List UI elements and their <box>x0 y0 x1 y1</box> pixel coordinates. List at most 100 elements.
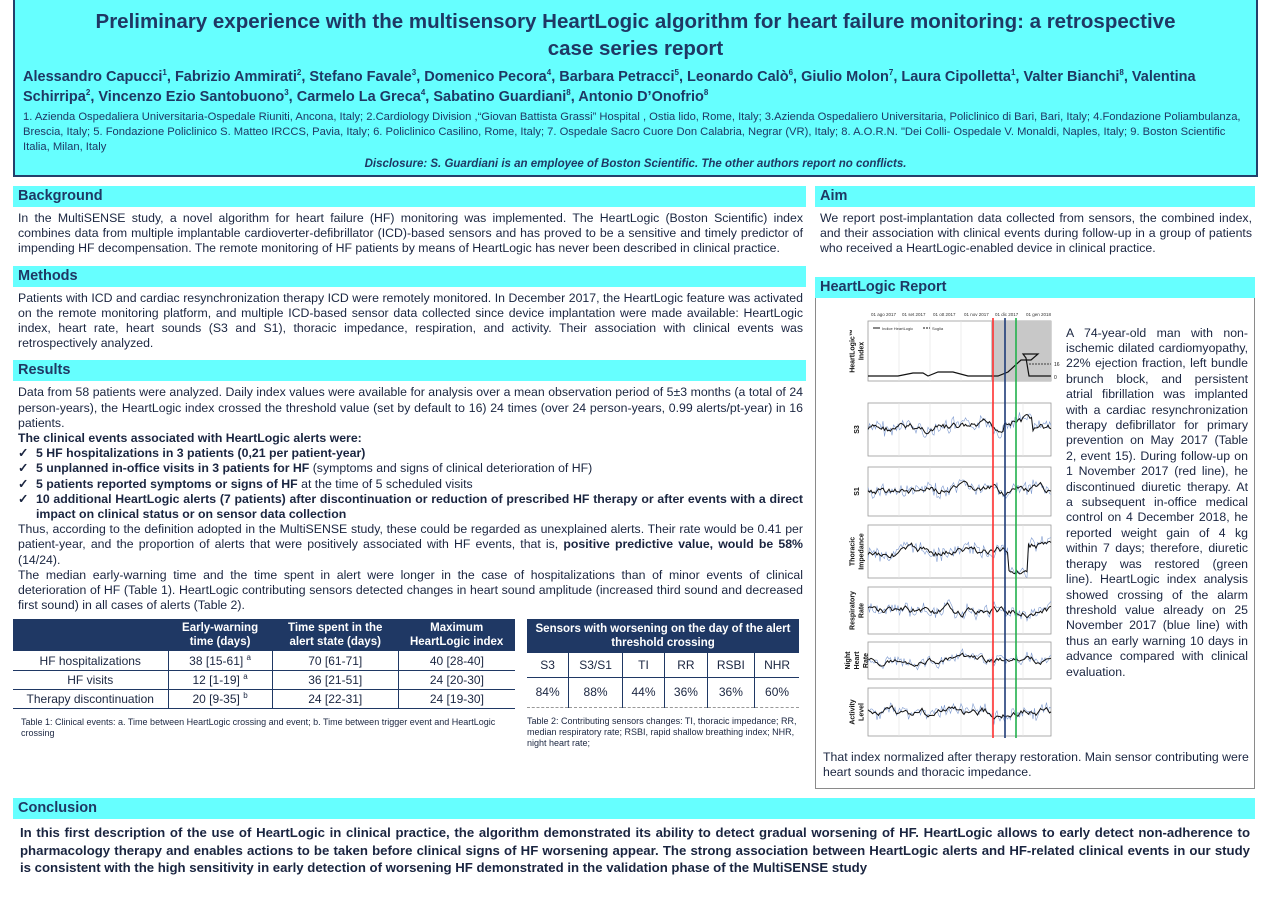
table-row: Therapy discontinuation 20 [9-35] b 24 [22… <box>13 689 515 709</box>
table2-col: RSBI <box>706 653 755 678</box>
list-item: 10 additional HeartLogic alerts (7 patie… <box>18 492 803 522</box>
results-heading: Results <box>13 360 806 382</box>
conclusion-text: In this first description of the use of … <box>20 825 1250 876</box>
sensor-trend-line <box>867 601 1052 619</box>
author: Alessandro Capucci1 <box>23 68 167 85</box>
panel-label: Thoracic Impedance <box>850 533 866 570</box>
author: Laura Cipolletta1 <box>901 68 1016 85</box>
list-item: 5 patients reported symptoms or signs of… <box>18 477 803 492</box>
conclusion-section: Conclusion In this first description of … <box>13 798 1255 877</box>
author: Valentina Schirripa2 <box>23 69 1196 105</box>
results-p2: The clinical events associated with Hear… <box>18 431 362 446</box>
legend-label: Soglia <box>932 326 944 331</box>
table2-block: Sensors with worsening on the day of the… <box>527 619 806 749</box>
sensor-raw-line <box>867 535 1052 578</box>
author: Valter Bianchi8 <box>1023 68 1124 85</box>
table-cell: Therapy discontinuation <box>13 689 168 709</box>
list-item: 5 HF hospitalizations in 3 patients (0,2… <box>18 446 803 461</box>
chart-panel <box>867 466 1052 517</box>
table2-value: 84% <box>527 677 569 708</box>
date-tick-label: 01 dic 2017 <box>995 312 1019 317</box>
table-cell: 12 [1-19] a <box>167 670 273 690</box>
methods-heading: Methods <box>13 265 806 287</box>
table2-col: RR <box>664 653 708 678</box>
results-text: Data from 58 patients were analyzed. Dai… <box>13 381 806 613</box>
results-p1: Data from 58 patients were analyzed. Dai… <box>18 385 803 430</box>
results-p3a: Thus, according to the definition adopte… <box>18 522 803 552</box>
poster-title: Preliminary experience with the multisen… <box>95 10 1176 60</box>
table2-header: Sensors with worsening on the day of the… <box>527 619 799 654</box>
panel-label: Night Heart Rate <box>845 650 870 669</box>
table2-value: 60% <box>754 677 799 708</box>
panel-label: S1 <box>854 487 861 496</box>
tables-row: Early-warning time (days) Time spent in … <box>13 619 806 749</box>
author: Fabrizio Ammirati2 <box>174 68 302 85</box>
report-text: A 74-year-old man with non-ischemic dila… <box>1066 325 1248 679</box>
sensor-trend-line <box>867 652 1052 667</box>
report-box: 01 ago 2017 01 set 2017 01 ott 2017 01 nov … <box>815 297 1255 790</box>
methods-text: Patients with ICD and cardiac resynchron… <box>18 290 803 351</box>
panel-label: HeartLogic™ Index <box>850 329 866 373</box>
panel-label: Activity Level <box>850 699 866 724</box>
results-p3b: positive predictive value, would be 58% <box>563 537 803 552</box>
legend-label: Indice HeartLogic <box>882 326 913 331</box>
conclusion-heading: Conclusion <box>13 798 1255 820</box>
table1-header: Early-warning time (days) <box>168 619 273 652</box>
alert-region <box>991 320 1051 381</box>
table1-header: Time spent in the alert state (days) <box>272 619 399 652</box>
table-clinical-events: Early-warning time (days) Time spent in … <box>13 619 515 709</box>
report-after-text: That index normalized after therapy rest… <box>823 749 1249 779</box>
results-p3c: (14/24). <box>18 552 61 567</box>
table2-value: 44% <box>621 677 665 708</box>
date-tick-label: 01 ago 2017 <box>871 312 897 317</box>
author: Domenico Pecora4 <box>424 68 552 85</box>
threshold-label: 16 <box>1054 362 1060 368</box>
table2-col: S3 <box>527 653 569 678</box>
clinical-events-list: 5 HF hospitalizations in 3 patients (0,2… <box>18 446 803 522</box>
table2-col: S3/S1 <box>568 653 623 678</box>
background-heading: Background <box>13 186 806 207</box>
author: Vincenzo Ezio Santobuono3 <box>98 88 289 105</box>
sensor-trend-line <box>867 704 1052 720</box>
left-column: Background In the MultiSENSE study, a no… <box>13 186 806 749</box>
date-tick-label: 01 nov 2017 <box>964 312 989 317</box>
table1-block: Early-warning time (days) Time spent in … <box>13 619 515 749</box>
author: Giulio Molon7 <box>801 68 894 85</box>
table-cell: 36 [21-51] <box>271 670 399 690</box>
table2-col: NHR <box>754 653 799 678</box>
table1-header <box>13 619 168 652</box>
chart-panel <box>867 402 1052 457</box>
poster-body: Background In the MultiSENSE study, a no… <box>13 186 1271 790</box>
table-cell: 70 [61-71] <box>271 651 399 671</box>
author: Barbara Petracci5 <box>559 68 679 85</box>
table-cell: 24 [20-30] <box>397 670 515 690</box>
results-p4: The median early-warning time and the ti… <box>18 567 803 613</box>
disclosure: Disclosure: S. Guardiani is an employee … <box>364 158 907 170</box>
heartlogic-figure: 01 ago 2017 01 set 2017 01 ott 2017 01 nov … <box>845 312 1060 738</box>
aim-heading: Aim <box>815 186 1255 207</box>
table-cell: 38 [15-61] a <box>167 651 273 671</box>
table-sensors: Sensors with worsening on the day of the… <box>527 619 799 708</box>
chart-panel <box>867 524 1052 579</box>
background-text: In the MultiSENSE study, a novel algorit… <box>18 211 803 256</box>
poster-header: Preliminary experience with the multisen… <box>13 0 1258 177</box>
panel-label: Respiratory Rate <box>850 591 866 630</box>
right-column: Aim We report post-implantation data col… <box>815 186 1255 790</box>
table-cell: 20 [9-35] b <box>167 689 273 709</box>
report-heading: HeartLogic Report <box>815 276 1255 298</box>
date-tick-label: 01 set 2017 <box>902 312 926 317</box>
list-item: 5 unplanned in-office visits in 3 patien… <box>18 461 803 476</box>
table1-header: Maximum HeartLogic index <box>398 619 515 652</box>
table2-value: 36% <box>706 677 755 708</box>
author: Antonio D’Onofrio8 <box>578 88 709 105</box>
table-cell: 24 [19-30] <box>397 689 515 709</box>
table2-caption: Table 2: Contributing sensors changes: T… <box>527 715 797 748</box>
affiliations: 1. Azienda Ospedaliera Universitaria-Osp… <box>23 111 1241 153</box>
table-row: HF visits 12 [1-19] a 36 [21-51] 24 [20-30] <box>13 670 515 690</box>
panel-label: S3 <box>854 425 861 434</box>
author: Leonardo Calò6 <box>687 68 794 85</box>
table-cell: HF visits <box>13 670 168 690</box>
sensor-trend-line <box>867 540 1052 574</box>
sensor-raw-line <box>867 647 1052 671</box>
author: Stefano Favale3 <box>309 68 417 85</box>
